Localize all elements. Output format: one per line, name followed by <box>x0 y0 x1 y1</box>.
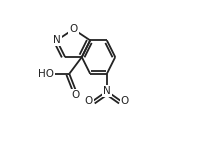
Text: O: O <box>71 90 80 100</box>
Text: HO: HO <box>38 69 54 79</box>
Text: N: N <box>53 35 61 45</box>
Text: O: O <box>69 24 78 34</box>
Text: N: N <box>103 86 111 96</box>
Text: O: O <box>85 96 93 106</box>
Text: O: O <box>121 96 129 106</box>
